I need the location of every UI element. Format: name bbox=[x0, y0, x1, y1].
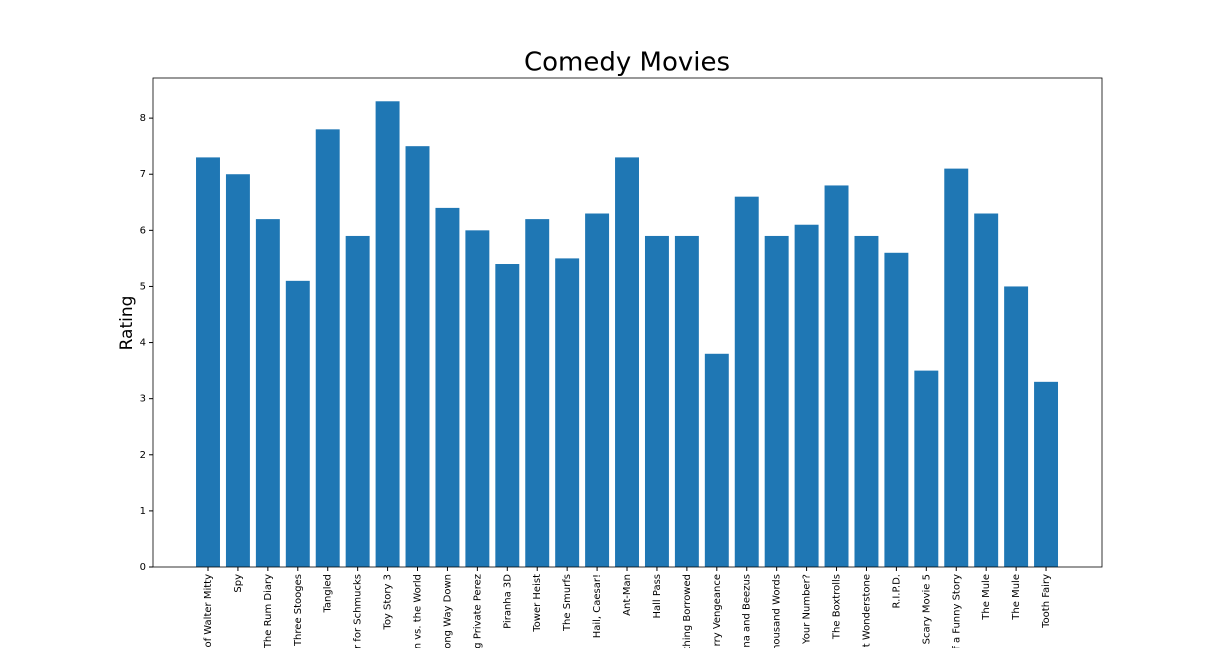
bar bbox=[315, 129, 340, 567]
x-tick-label: Your Number? bbox=[802, 574, 813, 645]
y-tick-label: 8 bbox=[140, 113, 146, 124]
bar bbox=[196, 157, 220, 567]
x-tick-label: housand Words bbox=[772, 574, 783, 648]
y-tick-label: 3 bbox=[140, 394, 146, 405]
bar bbox=[734, 196, 759, 567]
chart-title: Comedy Movies bbox=[524, 48, 730, 78]
x-tick-label: The Boxtrolls bbox=[832, 574, 843, 640]
x-tick-label: t Wonderstone bbox=[861, 574, 872, 647]
bar bbox=[944, 168, 969, 567]
y-tick-label: 7 bbox=[140, 169, 146, 180]
x-tick-label: f a Funny Story bbox=[951, 574, 962, 648]
x-tick-label: r for Schmucks bbox=[353, 574, 364, 648]
x-tick-label: thing Borrowed bbox=[682, 574, 693, 648]
bar bbox=[555, 258, 580, 567]
bar bbox=[854, 235, 879, 568]
bar bbox=[225, 174, 250, 567]
y-tick-label: 1 bbox=[140, 506, 146, 517]
bar bbox=[585, 213, 610, 567]
x-tick-label: R.I.P.D. bbox=[891, 574, 902, 608]
x-tick-label: The Mule bbox=[1011, 574, 1022, 621]
x-tick-label: Ant-Man bbox=[622, 574, 633, 616]
bar bbox=[285, 280, 310, 567]
bar bbox=[615, 157, 639, 567]
bar bbox=[255, 219, 280, 567]
y-tick-label: 2 bbox=[140, 450, 146, 461]
x-tick-label: Tangled bbox=[323, 574, 334, 614]
x-tick-label: Toy Story 3 bbox=[383, 574, 394, 631]
x-tick-label: Three Stooges bbox=[293, 574, 304, 647]
x-tick-label: ong Way Down bbox=[442, 574, 453, 648]
x-tick-label: Hail, Caesar! bbox=[592, 574, 603, 638]
bar bbox=[345, 235, 370, 568]
bar bbox=[495, 264, 520, 567]
bar bbox=[884, 252, 909, 567]
bar bbox=[764, 235, 789, 568]
x-tick-label: na and Beezus bbox=[742, 574, 753, 648]
y-tick-label: 0 bbox=[140, 562, 146, 573]
x-tick-label: g Private Perez bbox=[472, 574, 483, 648]
bar bbox=[824, 185, 849, 568]
bar bbox=[644, 235, 669, 568]
y-axis-label: Rating bbox=[117, 296, 137, 351]
bar bbox=[465, 230, 490, 568]
bar bbox=[525, 219, 550, 567]
bar bbox=[1034, 381, 1059, 567]
bar bbox=[914, 370, 939, 567]
x-tick-label: n vs. the World bbox=[413, 574, 424, 648]
bar bbox=[794, 224, 819, 567]
x-tick-label: The Mule bbox=[981, 574, 992, 621]
x-tick-label: Tooth Fairy bbox=[1041, 574, 1052, 629]
bar bbox=[974, 213, 999, 567]
x-tick-label: rry Vengeance bbox=[712, 574, 723, 646]
x-tick-label: of Walter Mitty bbox=[203, 574, 214, 648]
x-tick-label: Piranha 3D bbox=[502, 574, 513, 629]
bar bbox=[704, 353, 729, 567]
x-tick-label: Hall Pass bbox=[652, 574, 663, 619]
y-tick-label: 4 bbox=[140, 338, 146, 349]
bar bbox=[435, 207, 460, 567]
x-tick-label: The Smurfs bbox=[562, 574, 573, 632]
bar bbox=[674, 235, 699, 568]
y-tick-label: 5 bbox=[140, 281, 146, 292]
x-tick-label: Scary Movie 5 bbox=[921, 574, 932, 644]
bar bbox=[405, 146, 430, 568]
y-tick-label: 6 bbox=[140, 225, 146, 236]
bar bbox=[375, 101, 400, 568]
x-tick-label: The Rum Diary bbox=[263, 574, 274, 648]
plot-frame bbox=[152, 77, 1103, 568]
x-tick-label: Tower Heist bbox=[532, 574, 543, 633]
x-tick-label: Spy bbox=[233, 574, 244, 593]
bar bbox=[1004, 286, 1029, 567]
